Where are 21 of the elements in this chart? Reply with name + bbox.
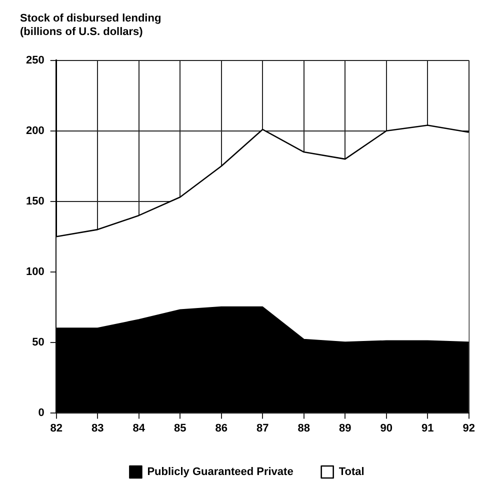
y-tick-label: 250	[26, 54, 44, 66]
x-tick-label: 91	[422, 422, 434, 434]
chart-title: Stock of disbursed lending	[20, 12, 162, 25]
y-tick-label: 200	[26, 124, 44, 137]
x-tick-label: 83	[91, 422, 104, 434]
x-tick-label: 90	[380, 422, 392, 434]
x-tick-label: 92	[462, 422, 476, 434]
y-tick-label: 0	[38, 406, 44, 419]
x-tick-label: 87	[256, 422, 269, 434]
x-tick-label: 84	[132, 422, 146, 434]
x-tick-label: 86	[215, 422, 228, 434]
legend-label: Total	[338, 466, 364, 478]
y-tick-label: 50	[32, 336, 44, 348]
y-tick-label: 100	[26, 266, 44, 278]
x-tick-label: 89	[339, 422, 352, 434]
chart-subtitle: (billions of U.S. dollars)	[20, 26, 144, 38]
y-tick-label: 150	[26, 195, 44, 208]
x-tick-label: 85	[174, 422, 186, 434]
legend-label: Publicly Guaranteed Private	[147, 466, 294, 478]
x-tick-label: 82	[50, 422, 62, 434]
x-tick-label: 88	[298, 422, 310, 434]
